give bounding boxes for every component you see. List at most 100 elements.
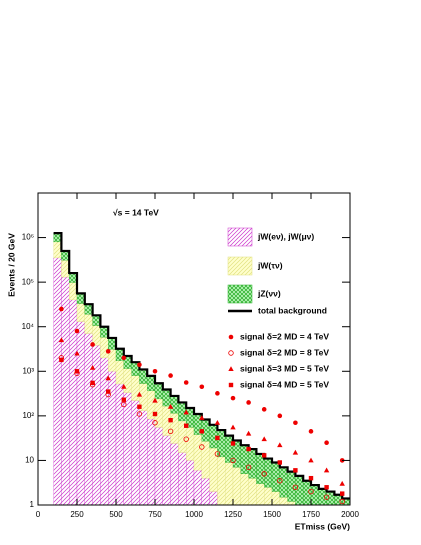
signal-point xyxy=(323,467,330,473)
signal-point xyxy=(90,380,95,386)
hist-bar xyxy=(170,413,179,444)
hist-bar xyxy=(264,458,273,488)
hist-bar xyxy=(84,314,93,334)
hist-bar xyxy=(53,257,62,506)
y-tick-label: 10 xyxy=(25,456,34,465)
legend-label: signal δ=4 MD = 5 TeV xyxy=(240,379,329,389)
hist-bar xyxy=(264,487,273,506)
hist-bar xyxy=(318,488,327,506)
signal-point xyxy=(152,397,158,403)
x-tick-label: 0 xyxy=(36,510,41,519)
legend-label: signal δ=2 MD = 4 TeV xyxy=(240,331,329,341)
signal-point xyxy=(199,429,204,434)
x-axis-label: ETmiss (GeV) xyxy=(295,521,350,531)
hist-bar xyxy=(69,272,78,283)
signal-point xyxy=(90,342,95,347)
hist-bar xyxy=(248,478,257,506)
legend-marker xyxy=(228,382,234,388)
signal-point xyxy=(308,475,314,481)
hist-bar xyxy=(170,395,179,414)
signal-point xyxy=(277,460,282,465)
signal-point xyxy=(277,413,283,419)
hist-bar xyxy=(287,501,296,506)
signal-point xyxy=(308,429,314,434)
signal-point xyxy=(59,306,64,312)
signal-point xyxy=(105,349,111,354)
signal-point xyxy=(230,395,236,401)
hist-bar xyxy=(256,453,265,484)
legend-swatch xyxy=(227,284,253,304)
signal-point xyxy=(246,446,251,452)
signal-point xyxy=(168,373,173,378)
hist-bar xyxy=(76,293,85,304)
x-tick-label: 1750 xyxy=(302,510,320,519)
hist-bar xyxy=(92,315,101,326)
signal-point xyxy=(215,391,220,396)
signal-point xyxy=(324,485,329,490)
x-tick-label: 1250 xyxy=(224,510,242,519)
hist-bar xyxy=(139,410,148,506)
signal-point xyxy=(74,328,80,334)
hist-bar xyxy=(92,325,101,346)
hist-bar xyxy=(209,447,218,492)
hist-bar xyxy=(271,491,280,506)
signal-point xyxy=(292,484,299,490)
signal-point xyxy=(183,436,189,442)
hist-bar xyxy=(147,418,156,506)
hist-bar xyxy=(61,276,70,506)
y-tick-label: 10⁵ xyxy=(22,277,34,286)
signal-point xyxy=(292,449,299,455)
hist-bar xyxy=(310,484,319,506)
signal-point xyxy=(105,375,111,381)
signal-point xyxy=(74,369,80,374)
signal-point xyxy=(308,488,314,495)
signal-point xyxy=(121,401,127,408)
signal-point xyxy=(339,480,345,486)
plot-area xyxy=(53,231,351,506)
hist-bar xyxy=(154,427,163,506)
hist-bar xyxy=(154,383,163,400)
signal-point xyxy=(58,337,65,343)
hist-bar xyxy=(115,360,124,385)
x-tick-label: 500 xyxy=(109,510,123,519)
y-tick-label: 1 xyxy=(30,500,35,509)
x-tick-label: 750 xyxy=(148,510,162,519)
legend-label: total background xyxy=(258,305,327,315)
hist-bar xyxy=(303,480,312,506)
hist-bar xyxy=(123,392,132,506)
signal-point xyxy=(262,453,267,458)
hist-bar xyxy=(162,435,171,506)
hist-bar xyxy=(279,467,288,498)
hist-bar xyxy=(217,456,226,506)
hist-bar xyxy=(193,434,202,471)
legend-swatch xyxy=(227,227,253,247)
signal-point xyxy=(277,442,283,448)
signal-point xyxy=(245,430,252,436)
signal-point xyxy=(106,389,111,394)
signal-point xyxy=(308,457,314,463)
y-tick-label: 10⁶ xyxy=(22,233,34,242)
hist-bar xyxy=(108,337,117,350)
hist-bar xyxy=(123,368,132,393)
hist-bar xyxy=(232,467,241,506)
y-tick-label: 10² xyxy=(22,411,34,420)
hist-bar xyxy=(131,375,140,401)
hist-bar xyxy=(209,491,218,506)
hist-bar xyxy=(217,429,226,458)
signal-point xyxy=(261,436,267,442)
hist-bar xyxy=(178,452,187,506)
signal-point xyxy=(74,350,80,356)
signal-point xyxy=(59,357,64,363)
hist-bar xyxy=(53,241,62,259)
legend-label: signal δ=3 MD = 5 TeV xyxy=(240,363,329,373)
signal-point xyxy=(121,355,127,361)
hist-bar xyxy=(271,462,280,492)
signal-point xyxy=(167,403,174,409)
hist-bar xyxy=(170,443,179,506)
signal-point xyxy=(121,397,126,402)
hist-bar xyxy=(76,303,85,322)
hist-bar xyxy=(279,497,288,506)
hist-bar xyxy=(193,470,202,506)
hist-bar xyxy=(100,326,109,338)
